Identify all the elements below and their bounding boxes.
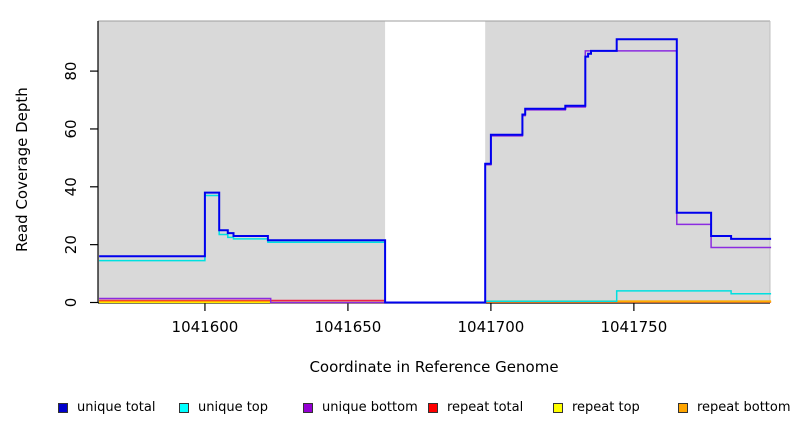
legend: unique total unique top unique bottom repea… (0, 400, 792, 420)
legend-item-unique-top: unique top (179, 400, 268, 416)
legend-label: repeat bottom (697, 400, 791, 415)
y-tick-label: 0 (62, 298, 80, 308)
legend-label: unique top (198, 400, 269, 415)
legend-swatch-icon (678, 403, 688, 413)
legend-swatch-icon (428, 403, 438, 413)
legend-item-unique-bottom: unique bottom (303, 400, 418, 416)
legend-item-unique-total: unique total (58, 400, 155, 416)
series-unique-total (99, 38, 772, 304)
legend-label: unique total (77, 400, 156, 415)
legend-swatch-icon (303, 403, 313, 413)
y-tick-label: 20 (62, 235, 80, 254)
legend-item-repeat-bottom: repeat bottom (678, 400, 791, 416)
y-tick-label: 60 (62, 119, 80, 138)
legend-swatch-icon (553, 403, 563, 413)
legend-item-repeat-top: repeat top (553, 400, 640, 416)
x-tick-label: 1041600 (172, 318, 239, 336)
x-tick-label: 1041750 (600, 318, 667, 336)
x-axis-title: Coordinate in Reference Genome (309, 358, 559, 376)
x-tick-label: 1041700 (457, 318, 524, 336)
y-axis-title: Read Coverage Depth (13, 87, 31, 252)
legend-label: unique bottom (322, 400, 418, 415)
legend-label: repeat total (447, 400, 524, 415)
legend-swatch-icon (58, 403, 68, 413)
legend-swatch-icon (179, 403, 189, 413)
x-tick-label: 1041650 (315, 318, 382, 336)
legend-item-repeat-total: repeat total (428, 400, 523, 416)
y-tick-label: 80 (62, 62, 80, 81)
legend-label: repeat top (572, 400, 640, 415)
y-tick-label: 40 (62, 177, 80, 196)
masked-region (385, 21, 486, 303)
